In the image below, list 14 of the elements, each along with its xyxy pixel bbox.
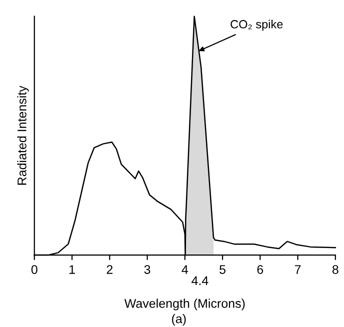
x-tick-label: 7 xyxy=(294,265,301,274)
x-tick-label: 1 xyxy=(70,265,75,274)
y-axis-title: Radiated Intensity xyxy=(17,86,29,185)
text: (a) xyxy=(172,314,186,326)
x-tick-label: 5 xyxy=(220,265,226,274)
x-axis-title: Wavelength (Microns) xyxy=(124,298,245,310)
x-tick-label: 0 xyxy=(31,265,38,274)
x-tick-label: 2 xyxy=(106,265,112,274)
x-tick-label: 4 xyxy=(182,265,188,274)
annotation: CO₂ spike xyxy=(230,20,283,31)
x-tick-label: 3 xyxy=(144,265,150,274)
x-tick-label: 6 xyxy=(257,265,264,274)
annotation: 4.4 xyxy=(192,276,208,285)
x-tick-label: 8 xyxy=(332,265,338,274)
